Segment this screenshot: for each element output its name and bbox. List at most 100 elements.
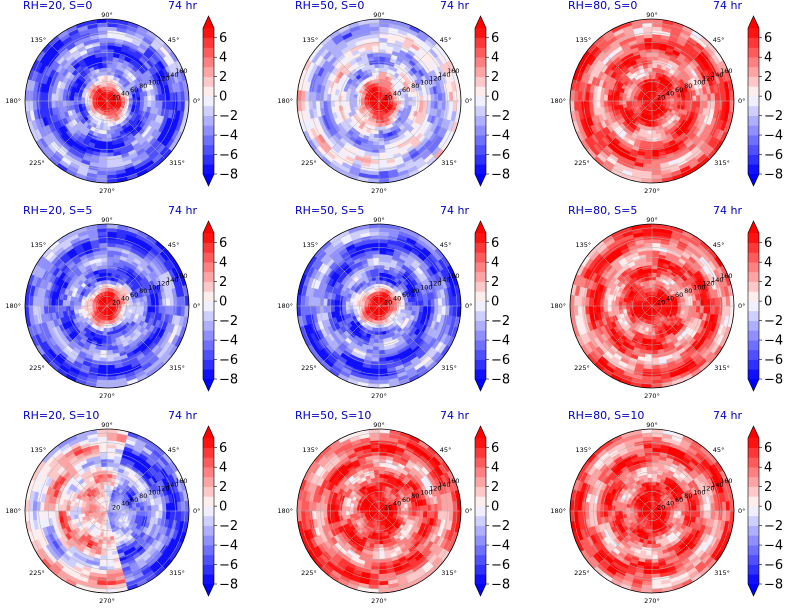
- panel-time-label: 74 hr: [168, 0, 197, 12]
- angle-tick-label: 45°: [168, 241, 180, 249]
- heatmap-cell: [400, 100, 406, 105]
- panel-title: RH=20, S=0: [23, 0, 93, 12]
- colorbar-segment: [748, 28, 759, 39]
- heatmap-cell: [378, 279, 383, 285]
- colorbar-tick-label: −8: [219, 373, 238, 388]
- heatmap-cell: [684, 95, 690, 102]
- polar-grid: [25, 19, 189, 183]
- radial-tick-label: 60: [130, 291, 138, 299]
- heatmap-cell: [673, 100, 679, 105]
- heatmap-cell: [651, 78, 656, 83]
- colorbar-segment: [203, 76, 214, 87]
- panel-time-label: 74 hr: [440, 0, 469, 12]
- panel-title: RH=80, S=0: [568, 0, 638, 12]
- angle-tick-label: 315°: [714, 159, 730, 167]
- colorbar-tick-label: −4: [219, 334, 238, 349]
- colorbar-segment: [203, 242, 214, 253]
- heatmap-cell: [106, 133, 113, 139]
- heatmap-cell: [625, 97, 631, 102]
- colorbar-extend-min: [475, 174, 486, 186]
- colorbar-tick-label: 0: [219, 295, 227, 310]
- heatmap-cell: [106, 279, 111, 285]
- heatmap-cell: [651, 63, 658, 69]
- radial-tick-label: 80: [684, 82, 692, 90]
- colorbar-segment: [203, 66, 214, 77]
- heatmap-cell: [69, 305, 75, 312]
- angle-tick-label: 45°: [440, 36, 452, 44]
- polar-panel: RH=20, S=5 74 hr 20 40 60 80 100 120 140 160 0° 45°…: [0, 204, 262, 409]
- heatmap-cell: [378, 133, 385, 139]
- heatmap-cell: [117, 305, 123, 309]
- heatmap-cell: [121, 100, 126, 104]
- heatmap-cell: [121, 305, 126, 309]
- heatmap-cell: [648, 119, 653, 124]
- heatmap-cell: [104, 320, 108, 325]
- heatmap-cell: [117, 100, 123, 104]
- colorbar-segment: [203, 262, 214, 273]
- polar-panel: RH=80, S=0 74 hr 20 40 60 80 100 120 140 160 0° 45°…: [545, 0, 787, 204]
- angle-tick-label: 135°: [576, 36, 592, 44]
- angle-tick-label: 0°: [465, 97, 472, 105]
- heatmap-cell: [400, 305, 406, 310]
- heatmap-cell: [101, 133, 108, 139]
- colorbar-segment: [203, 252, 214, 263]
- heatmap-cell: [69, 300, 75, 307]
- heatmap-cell: [662, 100, 668, 104]
- heatmap-cell: [104, 115, 108, 120]
- colorbar-segment: [748, 76, 759, 87]
- colorbar-tick-label: −2: [219, 109, 238, 124]
- heatmap-cell: [128, 100, 134, 105]
- polar-plot: 20 40 60 80 1001201401600°45°90°135°180°225°…: [550, 11, 783, 195]
- heatmap-cell: [389, 305, 395, 309]
- radial-tick-label: 20: [112, 93, 120, 101]
- colorbar-segment: [203, 86, 214, 97]
- colorbar-segment: [203, 115, 214, 126]
- colorbar-tick-label: 6: [491, 31, 499, 46]
- heatmap-cell: [376, 115, 380, 120]
- heatmap-cell: [345, 96, 350, 102]
- heatmap-cell: [136, 305, 141, 311]
- heatmap-cell: [411, 305, 417, 312]
- heatmap-cell: [681, 100, 686, 106]
- angle-tick-label: 90°: [373, 11, 385, 19]
- radial-tick-label: 140: [166, 71, 178, 79]
- heatmap-cell: [614, 100, 620, 107]
- heatmap-cell: [69, 95, 75, 102]
- colorbar-tick-label: −4: [491, 129, 510, 144]
- angle-tick-label: 225°: [29, 159, 45, 167]
- heatmap-cell: [375, 327, 380, 333]
- radial-tick-label: 160: [175, 67, 187, 75]
- colorbar-segment: [203, 349, 214, 360]
- heatmap-cell: [378, 82, 382, 87]
- colorbar-tick-label: −4: [219, 129, 238, 144]
- angle-tick-label: 135°: [31, 36, 47, 44]
- heatmap-cell: [397, 305, 402, 310]
- colorbar-tick-label: 0: [219, 90, 227, 105]
- radial-tick-label: 60: [675, 86, 683, 94]
- colorbar-tick-label: −8: [219, 168, 238, 183]
- heatmap-cell: [341, 300, 347, 307]
- radial-tick-label: 140: [711, 71, 723, 79]
- colorbar-segment: [475, 135, 486, 146]
- colorbar-tick-label: −2: [764, 109, 783, 124]
- colorbar-segment: [203, 154, 214, 165]
- colorbar-segment: [203, 291, 214, 302]
- heatmap-cell: [375, 324, 380, 329]
- heatmap-cell: [374, 130, 380, 135]
- colorbar-extend-max: [203, 16, 214, 28]
- heatmap-cell: [651, 67, 657, 72]
- colorbar-segment: [203, 301, 214, 312]
- colorbar-extend-max: [475, 16, 486, 28]
- colorbar-segment: [748, 144, 759, 155]
- colorbar-segment: [475, 96, 486, 107]
- heatmap-cell: [88, 303, 93, 307]
- heatmap-cell: [139, 305, 145, 312]
- heatmap-cell: [651, 82, 655, 87]
- heatmap-cell: [684, 100, 690, 107]
- heatmap-cell: [408, 100, 413, 106]
- heatmap-cell: [411, 100, 417, 107]
- heatmap-cell: [106, 338, 113, 344]
- heatmap-cell: [373, 338, 380, 344]
- heatmap-cell: [666, 100, 671, 104]
- colorbar-segment: [203, 320, 214, 331]
